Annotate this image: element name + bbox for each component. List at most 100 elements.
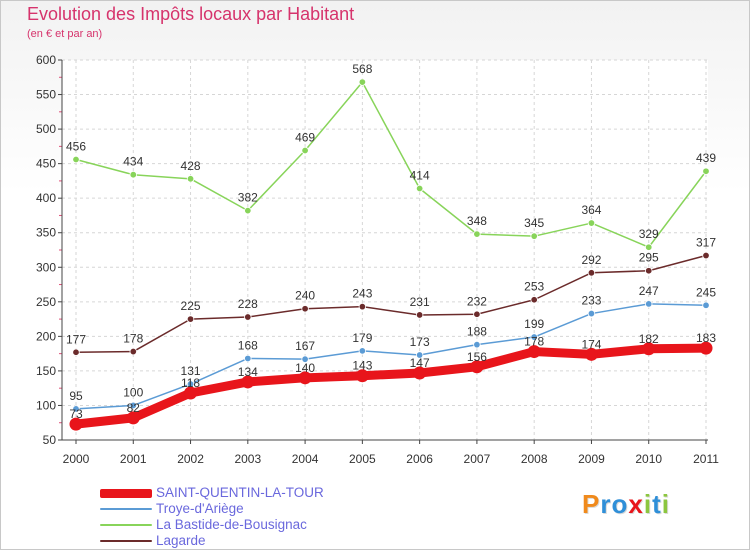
x-tick-label: 2002 — [177, 452, 204, 466]
logo-letter: P — [582, 489, 601, 519]
y-tick-label: 500 — [36, 122, 56, 136]
legend-swatch — [100, 524, 152, 526]
data-label: 143 — [352, 359, 372, 373]
y-tick-label: 50 — [43, 433, 57, 447]
y-tick-label: 150 — [36, 364, 56, 378]
y-axis: 50 100 150 200 250 300 350 400 450 500 550 600 — [36, 53, 63, 447]
data-label: 428 — [181, 159, 201, 173]
data-point — [530, 333, 538, 341]
data-label: 199 — [524, 317, 544, 331]
data-point — [413, 366, 427, 380]
data-label: 364 — [581, 203, 601, 217]
y-tick-label: 300 — [36, 260, 56, 274]
data-point — [473, 230, 481, 238]
y-tick-label: 550 — [36, 88, 56, 102]
data-label: 167 — [295, 339, 315, 353]
data-point — [358, 78, 367, 86]
data-point — [702, 167, 710, 175]
data-label: 134 — [238, 365, 258, 379]
x-tick-label: 2009 — [578, 452, 605, 466]
legend-item: Troye-d'Ariège — [100, 501, 420, 517]
x-tick-label: 2010 — [635, 452, 662, 466]
data-label: 434 — [123, 155, 143, 169]
data-point — [470, 360, 484, 374]
data-point — [358, 347, 367, 355]
legend: SAINT-QUENTIN-LA-TOUR Troye-d'Ariège La Ba… — [100, 485, 420, 549]
series-line-0 — [71, 343, 711, 429]
data-point — [530, 296, 538, 304]
data-label: 456 — [66, 139, 86, 153]
data-point — [298, 371, 312, 385]
data-label: 173 — [410, 335, 430, 349]
data-label: 178 — [524, 335, 544, 349]
logo-letter: i — [643, 489, 653, 519]
x-tick-label: 2007 — [464, 452, 491, 466]
data-point — [415, 351, 424, 359]
data-label: 253 — [524, 280, 544, 294]
grid — [62, 59, 708, 441]
data-label: 82 — [127, 401, 141, 415]
data-label: 147 — [410, 356, 430, 370]
data-point — [702, 301, 710, 309]
y-tick-label: 600 — [36, 53, 56, 67]
chart-title: Evolution des Impôts locaux par Habitant — [27, 4, 355, 24]
data-point — [645, 243, 653, 251]
chart-subtitle: (en € et par an) — [27, 28, 103, 40]
data-label: 247 — [639, 284, 659, 298]
data-point — [129, 401, 137, 410]
legend-item: Lagarde — [100, 533, 420, 549]
data-point — [587, 219, 596, 227]
data-point — [186, 315, 195, 323]
data-point — [72, 155, 80, 164]
data-label: 179 — [352, 331, 372, 345]
legend-label: Troye-d'Ariège — [156, 501, 244, 516]
y-tick-label: 350 — [36, 226, 56, 240]
data-point — [645, 267, 653, 275]
series-line-2 — [75, 81, 707, 248]
x-tick-label: 2000 — [63, 452, 90, 466]
data-label: 177 — [66, 332, 86, 346]
data-label: 568 — [352, 62, 372, 76]
data-label: 232 — [467, 294, 487, 308]
data-label: 233 — [581, 294, 601, 308]
x-tick-label: 2008 — [521, 452, 548, 466]
data-point — [587, 269, 596, 277]
data-label: 178 — [123, 332, 143, 346]
data-label: 317 — [696, 236, 716, 250]
data-point — [473, 310, 481, 318]
data-point — [702, 251, 710, 260]
data-label: 243 — [352, 287, 372, 301]
data-label: 168 — [238, 338, 258, 352]
data-point — [186, 175, 195, 183]
data-point — [473, 340, 481, 349]
data-label: 225 — [181, 299, 201, 313]
data-point — [72, 405, 80, 413]
data-point — [587, 309, 596, 318]
data-point — [184, 386, 198, 400]
data-label: 140 — [295, 361, 315, 375]
data-point — [69, 417, 83, 431]
legend-label: Lagarde — [156, 533, 206, 548]
legend-swatch — [100, 488, 152, 498]
line-chart: 50 100 150 200 250 300 350 400 450 500 550 600 2000… — [36, 53, 719, 466]
data-point — [645, 300, 653, 308]
data-label: 469 — [295, 131, 315, 145]
data-label: 228 — [238, 297, 258, 311]
series-group — [69, 78, 713, 431]
data-label: 414 — [410, 169, 430, 183]
legend-item: La Bastide-de-Bousignac — [100, 517, 420, 533]
legend-label: SAINT-QUENTIN-LA-TOUR — [156, 485, 324, 500]
legend-item: SAINT-QUENTIN-LA-TOUR — [100, 485, 420, 501]
x-tick-label: 2001 — [120, 452, 147, 466]
data-point — [126, 411, 140, 425]
data-label: 118 — [181, 376, 200, 390]
data-point — [301, 146, 309, 155]
data-label: 73 — [69, 407, 83, 421]
data-label: 100 — [123, 385, 143, 399]
data-label: 174 — [581, 337, 601, 351]
data-label: 95 — [69, 389, 83, 403]
logo-letter: x — [628, 489, 644, 519]
data-label: 245 — [696, 285, 716, 299]
logo-letter: o — [611, 489, 629, 519]
plot-area — [62, 60, 708, 440]
